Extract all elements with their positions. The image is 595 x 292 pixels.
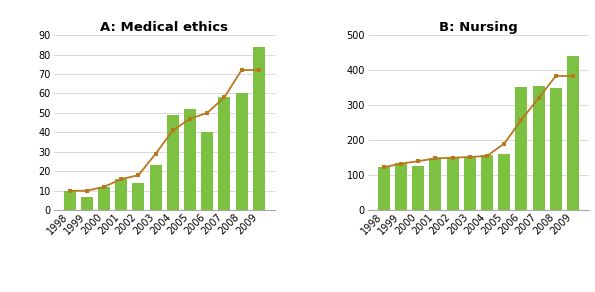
Bar — [64, 191, 76, 210]
Bar — [515, 87, 527, 210]
Bar — [132, 183, 145, 210]
Bar — [149, 166, 162, 210]
Bar — [184, 109, 196, 210]
Title: B: Nursing: B: Nursing — [439, 21, 518, 34]
Bar — [498, 154, 511, 210]
Bar — [167, 115, 179, 210]
Bar — [218, 97, 230, 210]
Bar — [253, 47, 265, 210]
Bar — [412, 166, 424, 210]
Bar — [481, 155, 493, 210]
Bar — [115, 179, 127, 210]
Bar — [550, 88, 562, 210]
Bar — [98, 187, 110, 210]
Bar — [201, 132, 213, 210]
Bar — [430, 158, 441, 210]
Title: A: Medical ethics: A: Medical ethics — [100, 21, 228, 34]
Bar — [378, 167, 390, 210]
Bar — [464, 157, 476, 210]
Bar — [81, 197, 93, 210]
Bar — [236, 93, 248, 210]
Bar — [447, 158, 459, 210]
Bar — [395, 163, 407, 210]
Bar — [533, 86, 544, 210]
Bar — [567, 56, 579, 210]
